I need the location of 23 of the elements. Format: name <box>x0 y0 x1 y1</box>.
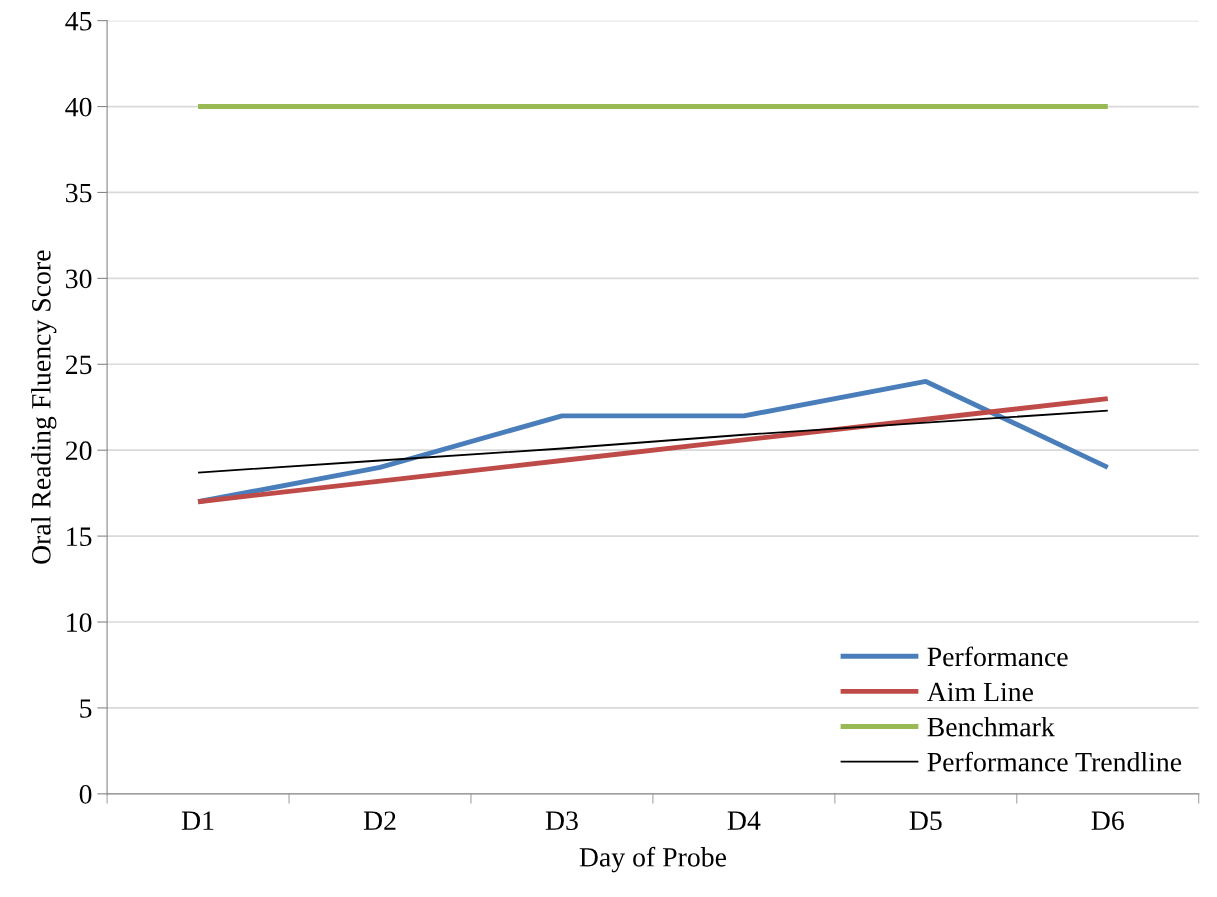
x-tick-label: D4 <box>727 811 761 830</box>
legend-label: Performance Trendline <box>927 751 1182 772</box>
y-tick-label: 30 <box>66 269 92 289</box>
x-axis-title: Day of Probe <box>579 846 727 873</box>
y-tick-label: 5 <box>80 699 92 718</box>
y-tick-label: 45 <box>65 11 92 31</box>
y-axis-title: Oral Reading Fluency Score <box>31 250 57 564</box>
x-tick-label: D6 <box>1091 811 1124 831</box>
y-tick-label: 40 <box>65 97 92 117</box>
y-tick-label: 15 <box>67 527 92 547</box>
x-tick-label: D2 <box>363 811 396 830</box>
legend-label: Aim Line <box>926 682 1033 702</box>
y-tick-label: 35 <box>66 183 92 203</box>
x-tick-label: D3 <box>545 811 578 831</box>
y-tick-label: 0 <box>79 785 92 804</box>
y-tick-label: 20 <box>65 441 92 461</box>
y-tick-label: 10 <box>67 613 92 632</box>
y-tick-label: 25 <box>65 355 92 375</box>
legend-label: Benchmark <box>927 716 1055 737</box>
x-tick-label: D5 <box>909 811 942 831</box>
legend-label: Performance <box>927 646 1068 667</box>
line-series <box>197 409 1109 474</box>
x-tick-label: D1 <box>181 811 214 830</box>
